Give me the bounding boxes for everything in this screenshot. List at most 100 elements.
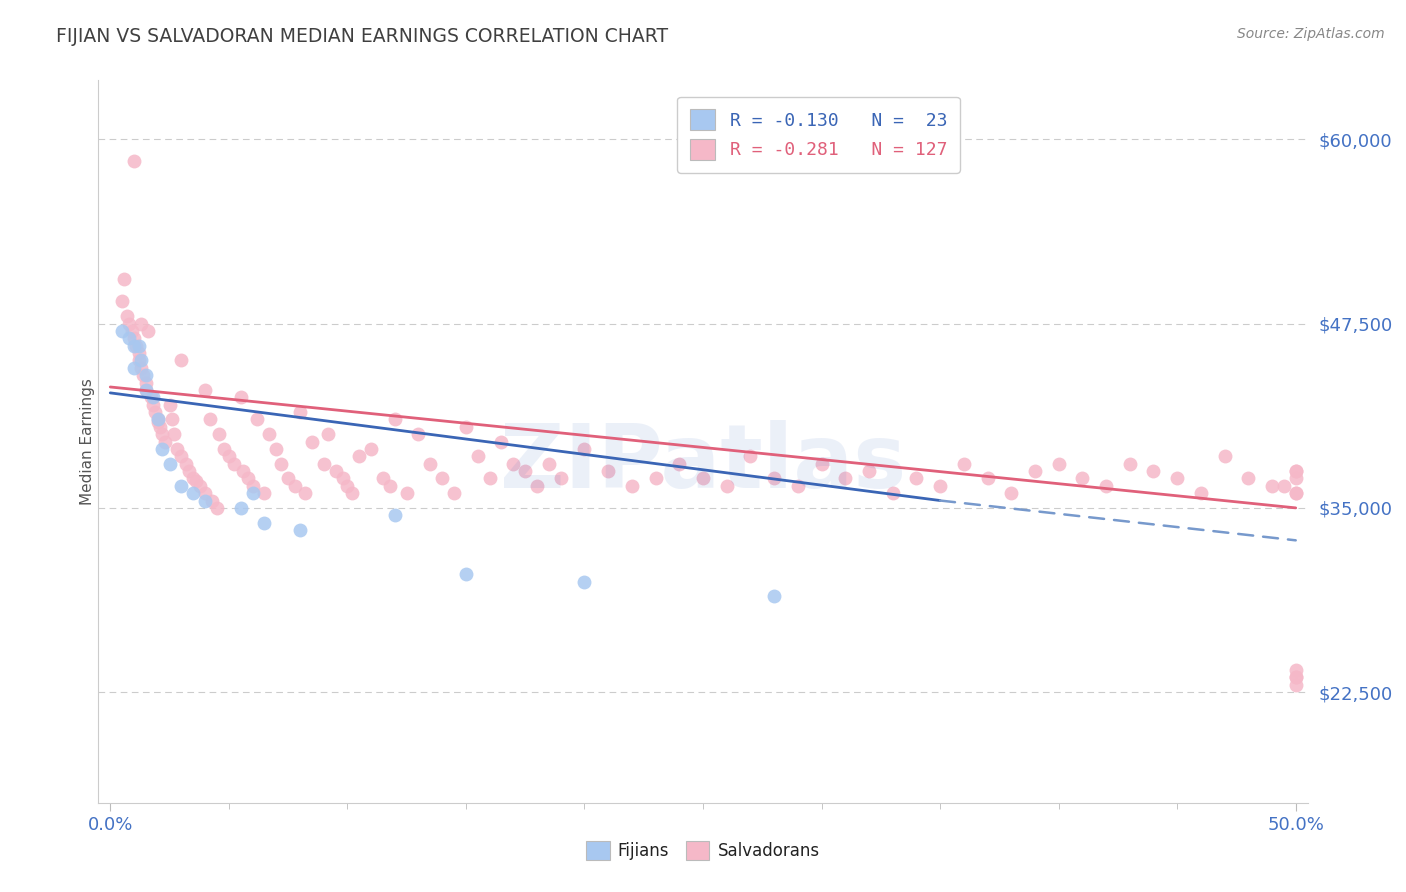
Point [395, 486, 418, 500]
Point [763, 590, 786, 604]
Point [1024, 464, 1046, 478]
Point [763, 471, 786, 485]
Point [384, 412, 406, 426]
Point [598, 464, 620, 478]
Point [146, 412, 169, 426]
Point [174, 457, 197, 471]
Point [135, 383, 157, 397]
Legend: R = -0.130   N =  23, R = -0.281   N = 127: R = -0.130 N = 23, R = -0.281 N = 127 [678, 96, 960, 172]
Point [190, 479, 212, 493]
Point [136, 324, 159, 338]
Point [550, 471, 572, 485]
Point [526, 479, 548, 493]
Point [976, 471, 998, 485]
Point [1237, 471, 1260, 485]
Point [810, 457, 832, 471]
Point [121, 324, 143, 338]
Point [118, 331, 141, 345]
Point [170, 450, 193, 464]
Point [294, 486, 316, 500]
Point [257, 427, 280, 442]
Point [378, 479, 401, 493]
Point [1000, 486, 1022, 500]
Point [1047, 457, 1070, 471]
Point [882, 486, 904, 500]
Point [1189, 486, 1212, 500]
Point [132, 368, 155, 383]
Point [212, 442, 235, 456]
Point [253, 486, 276, 500]
Text: FIJIAN VS SALVADORAN MEDIAN EARNINGS CORRELATION CHART: FIJIAN VS SALVADORAN MEDIAN EARNINGS COR… [56, 27, 668, 45]
Point [360, 442, 382, 456]
Point [905, 471, 928, 485]
Point [1285, 471, 1308, 485]
Point [115, 309, 138, 323]
Point [194, 493, 217, 508]
Point [152, 442, 174, 456]
Point [952, 457, 974, 471]
Point [246, 412, 269, 426]
Point [502, 457, 524, 471]
Point [194, 383, 217, 397]
Point [111, 294, 134, 309]
Point [159, 457, 181, 471]
Point [740, 450, 762, 464]
Point [152, 427, 174, 442]
Point [1272, 479, 1295, 493]
Point [644, 471, 666, 485]
Point [301, 434, 323, 449]
Point [129, 317, 152, 331]
Point [222, 457, 245, 471]
Point [229, 390, 252, 404]
Point [253, 516, 276, 530]
Point [692, 471, 714, 485]
Point [128, 346, 150, 360]
Point [1285, 678, 1308, 692]
Point [288, 523, 311, 537]
Point [318, 427, 340, 442]
Point [163, 427, 186, 442]
Point [135, 368, 157, 383]
Y-axis label: Median Earnings: Median Earnings [80, 378, 94, 505]
Point [716, 479, 738, 493]
Point [929, 479, 952, 493]
Point [443, 486, 465, 500]
Point [325, 464, 347, 478]
Point [1285, 663, 1308, 677]
Point [858, 464, 880, 478]
Point [515, 464, 537, 478]
Point [1119, 457, 1142, 471]
Point [139, 390, 162, 404]
Point [371, 471, 394, 485]
Point [194, 486, 217, 500]
Point [620, 479, 643, 493]
Point [181, 471, 204, 485]
Point [170, 353, 193, 368]
Point [537, 457, 560, 471]
Point [668, 457, 690, 471]
Point [129, 353, 152, 368]
Point [146, 416, 169, 430]
Point [181, 486, 204, 500]
Text: ZIPatlas: ZIPatlas [501, 420, 905, 507]
Point [118, 317, 141, 331]
Point [1285, 464, 1308, 478]
Point [232, 464, 254, 478]
Point [149, 419, 172, 434]
Point [129, 360, 152, 375]
Point [122, 360, 145, 375]
Point [1261, 479, 1284, 493]
Point [111, 324, 134, 338]
Point [1285, 670, 1308, 684]
Point [198, 412, 221, 426]
Point [347, 450, 370, 464]
Point [1213, 450, 1236, 464]
Point [122, 331, 145, 345]
Point [467, 450, 489, 464]
Point [1095, 479, 1118, 493]
Point [128, 339, 150, 353]
Point [159, 398, 181, 412]
Point [146, 412, 169, 426]
Point [184, 475, 207, 489]
Point [574, 574, 596, 589]
